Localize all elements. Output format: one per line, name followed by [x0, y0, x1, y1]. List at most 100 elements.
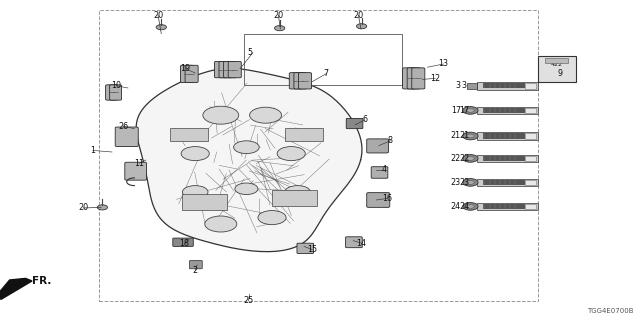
Circle shape — [467, 156, 474, 160]
Bar — [477, 179, 538, 186]
Text: 22: 22 — [451, 154, 461, 163]
FancyBboxPatch shape — [125, 162, 147, 180]
Bar — [477, 203, 538, 210]
Bar — [525, 133, 536, 139]
Circle shape — [467, 108, 474, 112]
FancyBboxPatch shape — [180, 65, 193, 83]
Text: 20: 20 — [78, 204, 88, 212]
Circle shape — [181, 147, 209, 161]
FancyBboxPatch shape — [294, 73, 307, 89]
Text: 10: 10 — [111, 81, 122, 90]
FancyBboxPatch shape — [106, 85, 118, 100]
Text: 13: 13 — [438, 60, 449, 68]
FancyBboxPatch shape — [371, 167, 388, 178]
Bar — [483, 156, 525, 161]
Bar — [477, 132, 538, 140]
Text: 4: 4 — [381, 165, 387, 174]
Text: FR.: FR. — [32, 276, 51, 286]
Circle shape — [463, 132, 478, 140]
Text: 21: 21 — [451, 132, 461, 140]
Text: 23: 23 — [459, 178, 469, 187]
Circle shape — [182, 186, 208, 198]
Bar — [467, 83, 477, 89]
FancyBboxPatch shape — [214, 61, 227, 78]
Text: 8: 8 — [388, 136, 393, 145]
FancyBboxPatch shape — [412, 68, 425, 89]
Text: 5: 5 — [247, 48, 252, 57]
Circle shape — [467, 180, 474, 184]
FancyBboxPatch shape — [297, 243, 314, 253]
Bar — [545, 58, 568, 63]
Bar — [272, 190, 317, 206]
Polygon shape — [0, 278, 32, 299]
Text: 7: 7 — [324, 69, 329, 78]
Text: 17: 17 — [451, 106, 461, 115]
FancyBboxPatch shape — [407, 68, 420, 89]
Text: 9: 9 — [557, 69, 563, 78]
Circle shape — [234, 141, 259, 154]
Circle shape — [203, 106, 239, 124]
Bar — [483, 180, 525, 185]
FancyBboxPatch shape — [223, 61, 237, 78]
Text: 19: 19 — [180, 64, 191, 73]
Bar — [285, 128, 323, 141]
Circle shape — [356, 24, 367, 29]
Text: 6: 6 — [362, 116, 367, 124]
Bar — [483, 108, 525, 113]
Text: 20: 20 — [353, 11, 364, 20]
Text: 18: 18 — [179, 239, 189, 248]
Text: 3: 3 — [461, 81, 467, 90]
Circle shape — [463, 107, 478, 114]
FancyBboxPatch shape — [289, 73, 302, 89]
Text: 11: 11 — [134, 159, 145, 168]
Bar — [477, 82, 538, 90]
Circle shape — [250, 107, 282, 123]
Circle shape — [97, 205, 108, 210]
FancyBboxPatch shape — [346, 118, 363, 129]
Circle shape — [463, 155, 478, 162]
FancyBboxPatch shape — [298, 73, 312, 89]
Text: 3: 3 — [456, 81, 461, 90]
Bar — [525, 180, 536, 185]
Bar — [525, 83, 536, 89]
FancyBboxPatch shape — [228, 61, 241, 78]
Bar — [525, 156, 536, 161]
Polygon shape — [136, 68, 362, 252]
Circle shape — [467, 204, 474, 208]
FancyBboxPatch shape — [346, 237, 362, 248]
Text: 23: 23 — [451, 178, 461, 187]
Circle shape — [205, 216, 237, 232]
Bar — [483, 133, 525, 139]
Text: 1: 1 — [90, 146, 95, 155]
Bar — [483, 204, 525, 209]
Bar — [99, 10, 538, 301]
Bar — [525, 108, 536, 113]
FancyBboxPatch shape — [367, 139, 388, 153]
Text: 24: 24 — [451, 202, 461, 211]
Text: TGG4E0700B: TGG4E0700B — [587, 308, 634, 314]
FancyBboxPatch shape — [219, 61, 232, 78]
Bar — [477, 107, 538, 114]
Circle shape — [156, 25, 166, 30]
FancyBboxPatch shape — [189, 260, 202, 269]
Text: 26: 26 — [118, 122, 129, 131]
Circle shape — [275, 26, 285, 31]
Circle shape — [285, 186, 310, 198]
FancyBboxPatch shape — [109, 85, 122, 100]
Circle shape — [467, 134, 474, 138]
Text: 20: 20 — [153, 11, 163, 20]
Text: 14: 14 — [356, 239, 367, 248]
Bar — [170, 128, 208, 141]
Bar — [483, 83, 525, 88]
Text: 12: 12 — [430, 74, 440, 83]
Bar — [244, 34, 402, 85]
FancyBboxPatch shape — [173, 238, 193, 246]
Bar — [525, 204, 536, 209]
Circle shape — [258, 211, 286, 225]
Bar — [477, 155, 538, 162]
Circle shape — [463, 203, 478, 210]
Circle shape — [277, 147, 305, 161]
Text: 25: 25 — [243, 296, 253, 305]
Bar — [538, 56, 576, 82]
FancyBboxPatch shape — [367, 193, 390, 207]
